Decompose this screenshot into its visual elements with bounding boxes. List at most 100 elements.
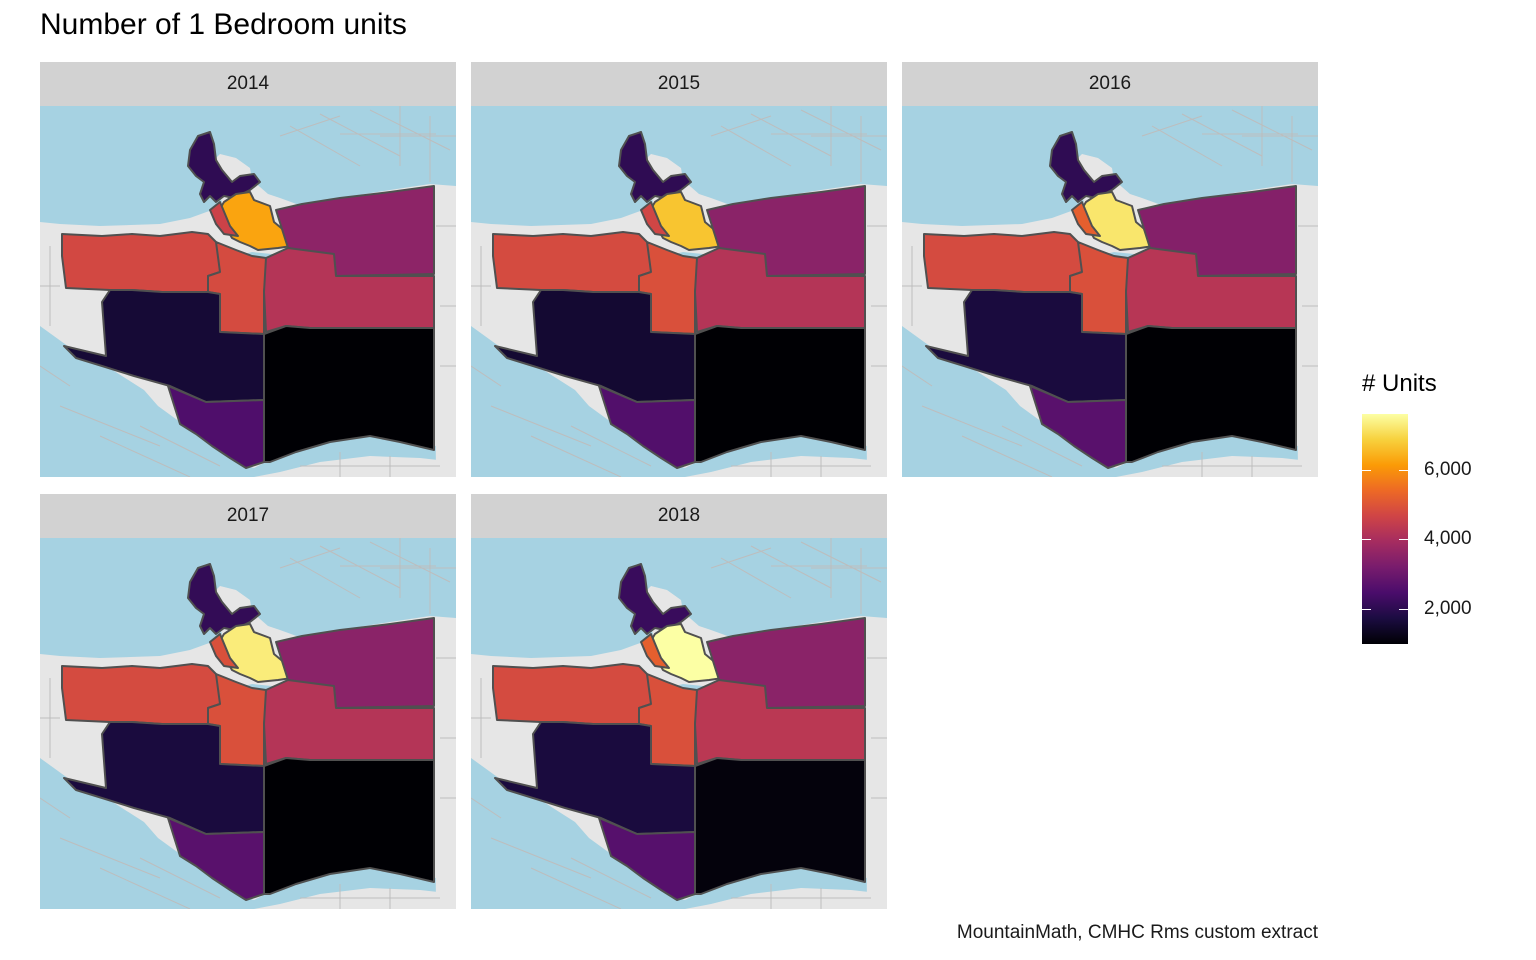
- road-line: [289, 125, 361, 167]
- road-line: [139, 425, 221, 467]
- zone-south-east: [263, 325, 435, 463]
- zone-kitsilano: [923, 231, 1089, 293]
- legend-tick-mark: [1362, 609, 1371, 611]
- legend-tick-label: 2,000: [1424, 598, 1472, 620]
- water-body: [471, 306, 887, 477]
- zone-west-end-downtown: [209, 633, 239, 669]
- legend-tick-mark: [1399, 609, 1408, 611]
- water-body: [471, 738, 887, 909]
- road-line: [720, 557, 792, 599]
- road-line: [570, 425, 652, 467]
- caption: MountainMath, CMHC Rms custom extract: [956, 922, 1318, 943]
- road-line: [279, 115, 341, 137]
- land-area: [471, 658, 537, 788]
- land-area: [40, 658, 106, 788]
- road-line: [59, 405, 161, 447]
- road-line: [570, 857, 652, 899]
- facet-strip-label: 2016: [902, 62, 1318, 106]
- road-line: [1001, 425, 1083, 467]
- road-line: [720, 125, 792, 167]
- road-line: [99, 867, 191, 909]
- road-line: [319, 545, 401, 589]
- chart-title: Number of 1 Bedroom units: [40, 8, 407, 41]
- facet-strip-label: 2015: [471, 62, 887, 106]
- road-line: [279, 547, 341, 569]
- legend-tick-mark: [1399, 469, 1408, 471]
- zone-kitsilano: [61, 663, 227, 725]
- zone-west-end-downtown: [1071, 201, 1101, 237]
- water-body: [902, 306, 1318, 477]
- facet-panel-2015: 2015: [471, 62, 887, 477]
- zone-south-granville: [598, 817, 696, 901]
- road-line: [471, 797, 502, 819]
- zone-west-end-downtown: [640, 201, 670, 237]
- land-area: [434, 186, 456, 477]
- legend-tick-mark: [1399, 539, 1408, 541]
- water-body: [40, 738, 456, 909]
- road-line: [530, 867, 622, 909]
- zone-west-end-downtown: [209, 201, 239, 237]
- road-line: [289, 557, 361, 599]
- road-line: [139, 857, 221, 899]
- road-line: [319, 113, 401, 157]
- road-line: [490, 837, 592, 879]
- zone-south-granville: [167, 817, 265, 901]
- road-line: [59, 837, 161, 879]
- zone-south-east: [1125, 325, 1297, 463]
- road-line: [530, 435, 622, 477]
- facet-panel-2014: 2014: [40, 62, 456, 477]
- zone-south-east: [694, 757, 866, 895]
- road-line: [40, 797, 71, 819]
- land-area: [902, 226, 968, 356]
- legend-title: # Units: [1362, 370, 1437, 397]
- road-line: [471, 365, 502, 387]
- road-line: [1141, 115, 1203, 137]
- land-area: [40, 226, 106, 356]
- land-area: [434, 618, 456, 909]
- facet-panel-2017: 2017: [40, 494, 456, 909]
- legend-colorbar: [1362, 414, 1408, 644]
- land-area: [1296, 186, 1318, 477]
- zone-south-granville: [598, 385, 696, 469]
- facet-panel-2016: 2016: [902, 62, 1318, 477]
- choropleth-map: [902, 106, 1318, 477]
- road-line: [710, 115, 772, 137]
- road-line: [1231, 109, 1313, 151]
- zone-south-east: [263, 757, 435, 895]
- water-body: [40, 306, 456, 477]
- legend-tick-label: 6,000: [1424, 458, 1472, 480]
- road-line: [99, 435, 191, 477]
- road-line: [921, 405, 1023, 447]
- zone-south-granville: [167, 385, 265, 469]
- zone-west-end-downtown: [640, 633, 670, 669]
- road-line: [1151, 125, 1223, 167]
- road-line: [961, 435, 1053, 477]
- zone-south-east: [694, 325, 866, 463]
- land-area: [865, 618, 887, 909]
- road-line: [40, 365, 71, 387]
- zone-kitsilano: [492, 663, 658, 725]
- road-line: [750, 113, 832, 157]
- legend-tick-label: 4,000: [1424, 528, 1472, 550]
- facet-strip-label: 2017: [40, 494, 456, 538]
- zone-kitsilano: [492, 231, 658, 293]
- road-line: [800, 541, 882, 583]
- land-area: [471, 226, 537, 356]
- legend-tick-mark: [1362, 539, 1371, 541]
- choropleth-map: [471, 106, 887, 477]
- choropleth-map: [471, 538, 887, 909]
- facet-strip-label: 2014: [40, 62, 456, 106]
- legend-colorbar-fill: [1362, 414, 1408, 644]
- road-line: [490, 405, 592, 447]
- road-line: [369, 541, 451, 583]
- land-area: [865, 186, 887, 477]
- legend-tick-mark: [1362, 469, 1371, 471]
- road-line: [710, 547, 772, 569]
- road-line: [750, 545, 832, 589]
- road-line: [800, 109, 882, 151]
- choropleth-map: [40, 538, 456, 909]
- road-line: [902, 365, 933, 387]
- choropleth-map: [40, 106, 456, 477]
- facet-panel-2018: 2018: [471, 494, 887, 909]
- zone-kitsilano: [61, 231, 227, 293]
